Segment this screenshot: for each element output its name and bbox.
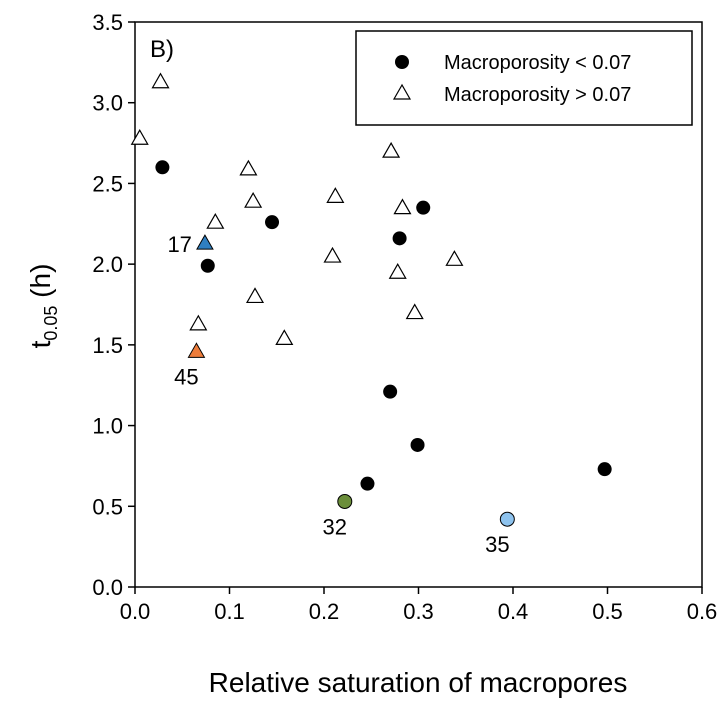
x-tick-label: 0.6: [687, 599, 718, 624]
point-series-2-9: [326, 187, 345, 203]
y-axis-title-base: t: [25, 340, 56, 348]
legend-marker-triangle: [392, 83, 412, 100]
point-series-2-10: [323, 246, 342, 263]
point-series-1-8: [360, 476, 375, 491]
point-series-1-7: [410, 437, 425, 452]
legend: Macroporosity < 0.07 Macroporosity > 0.0…: [355, 30, 693, 126]
x-tick-label: 0.4: [498, 599, 529, 624]
y-tick-label: 3.0: [92, 91, 123, 116]
point-series-2-6: [244, 191, 263, 208]
point-series-1-3: [265, 215, 280, 230]
point-series-2-13: [388, 263, 407, 279]
point-series-2-3: [206, 212, 225, 229]
point-series-1-9: [597, 462, 612, 477]
point-series-1-4: [392, 231, 407, 246]
highlight-point-32: [337, 493, 353, 509]
point-series-1-6: [383, 384, 398, 399]
point-series-2-7: [245, 287, 265, 304]
y-axis-title: t0.05 (h): [25, 264, 61, 349]
point-series-1-5: [416, 200, 431, 215]
point-series-1-2: [200, 258, 215, 273]
point-series-2-11: [382, 141, 401, 158]
point-series-2-14: [405, 303, 424, 320]
point-series-2-1: [130, 129, 149, 145]
y-axis-title-subscript: 0.05: [41, 306, 61, 341]
y-tick-label: 2.5: [92, 171, 123, 196]
legend-label-series-1: Macroporosity < 0.07: [444, 52, 631, 74]
data-points: [130, 72, 612, 491]
y-tick-label: 2.0: [92, 252, 123, 277]
point-series-2-5: [239, 159, 258, 176]
point-series-2-8: [275, 329, 294, 345]
panel-label: B): [150, 36, 174, 63]
annotation-32: 32: [323, 514, 347, 539]
x-axis: 0.0 0.1 0.2 0.3 0.4 0.5 0.6: [120, 587, 718, 624]
annotation-17: 17: [167, 232, 191, 257]
point-series-2-12: [393, 198, 412, 215]
x-tick-label: 0.3: [403, 599, 434, 624]
legend-marker-circle: [395, 55, 409, 69]
point-series-2-15: [445, 250, 464, 266]
y-tick-label: 0.5: [92, 494, 123, 519]
y-tick-label: 0.0: [92, 575, 123, 600]
x-tick-label: 0.2: [309, 599, 340, 624]
y-axis: 0.0 0.5 1.0 1.5 2.0 2.5 3.0 3.5: [92, 10, 135, 600]
x-axis-title: Relative saturation of macropores: [209, 667, 628, 698]
y-axis-title-suffix: (h): [25, 264, 56, 306]
highlight-point-35: [499, 511, 515, 527]
point-series-1-1: [155, 160, 170, 175]
point-series-2-2: [151, 72, 170, 89]
annotation-45: 45: [174, 364, 198, 389]
point-series-2-4: [189, 314, 208, 331]
x-tick-label: 0.5: [592, 599, 623, 624]
x-tick-label: 0.0: [120, 599, 151, 624]
legend-label-series-2: Macroporosity > 0.07: [444, 84, 631, 106]
highlighted-points: 17 45 32 35: [167, 232, 515, 557]
annotation-35: 35: [485, 532, 509, 557]
highlight-point-45: [187, 342, 206, 358]
y-tick-label: 1.0: [92, 414, 123, 439]
legend-box: [355, 30, 693, 126]
highlight-point-17: [196, 234, 214, 250]
y-tick-label: 3.5: [92, 10, 123, 35]
x-tick-label: 0.1: [214, 599, 245, 624]
y-tick-label: 1.5: [92, 333, 123, 358]
